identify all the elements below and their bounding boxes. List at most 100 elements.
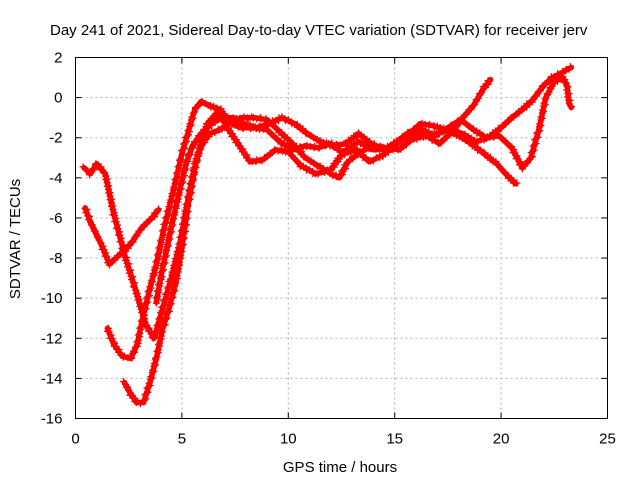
- data-point: [116, 231, 124, 239]
- data-point: [168, 268, 176, 276]
- data-point: [118, 238, 125, 246]
- data-point: [338, 171, 346, 179]
- data-point: [170, 210, 177, 218]
- data-point: [187, 181, 195, 188]
- data-point: [249, 124, 257, 132]
- data-point: [157, 309, 165, 316]
- data-point: [166, 299, 174, 306]
- data-point: [130, 347, 138, 355]
- data-point: [108, 202, 115, 210]
- data-point: [171, 280, 179, 288]
- y-axis-label: SDTVAR / TECUs: [7, 179, 24, 299]
- data-point: [538, 106, 546, 114]
- data-point: [155, 205, 162, 213]
- data-point: [136, 324, 144, 332]
- x-axis-label: GPS time / hours: [283, 459, 397, 476]
- data-point: [537, 113, 545, 121]
- data-point: [107, 331, 115, 339]
- data-point: [103, 182, 111, 190]
- data-point: [104, 324, 112, 332]
- data-point: [147, 373, 155, 381]
- data-point: [132, 399, 140, 406]
- data-point: [125, 260, 133, 268]
- data-point: [134, 331, 142, 339]
- data-point: [452, 127, 459, 135]
- data-point: [357, 140, 365, 148]
- data-point: [127, 353, 135, 361]
- data-point: [244, 114, 251, 122]
- data-point: [256, 114, 264, 122]
- data-point: [99, 242, 107, 250]
- data-point: [166, 275, 174, 283]
- data-point: [128, 276, 135, 284]
- data-point: [168, 220, 175, 227]
- data-point: [536, 120, 543, 128]
- y-tick-label: -14: [41, 370, 63, 387]
- y-tick-label: -12: [41, 330, 63, 347]
- y-tick-label: -8: [49, 250, 62, 267]
- data-point: [168, 292, 176, 300]
- data-point: [196, 144, 203, 152]
- data-point: [147, 276, 155, 284]
- data-point: [123, 253, 131, 261]
- data-point: [418, 119, 426, 127]
- data-point: [540, 99, 548, 107]
- data-point: [126, 269, 133, 277]
- data-point: [536, 86, 544, 94]
- data-point: [184, 158, 192, 165]
- data-point: [174, 260, 182, 268]
- data-point: [165, 233, 173, 241]
- data-point: [110, 211, 118, 219]
- data-point: [430, 123, 438, 131]
- data-point: [173, 169, 181, 177]
- data-point: [311, 142, 319, 150]
- x-tick-label: 10: [280, 431, 297, 448]
- chart-title: Day 241 of 2021, Sidereal Day-to-day VTE…: [50, 22, 588, 39]
- data-point: [545, 89, 553, 96]
- data-point: [190, 164, 198, 172]
- data-point: [112, 218, 120, 226]
- data-point: [168, 190, 176, 198]
- data-point: [152, 294, 160, 302]
- data-point: [153, 287, 161, 295]
- data-point: [262, 120, 270, 128]
- series-track-1: [79, 76, 494, 342]
- data-point: [120, 352, 128, 360]
- data-point: [156, 237, 164, 245]
- data-point: [170, 285, 177, 293]
- data-point: [513, 179, 521, 187]
- data-point: [185, 149, 193, 157]
- data-point: [171, 176, 179, 184]
- data-point: [478, 89, 486, 96]
- data-point: [194, 103, 202, 110]
- data-point: [89, 165, 97, 173]
- data-point: [518, 165, 526, 173]
- plot-series: [79, 63, 575, 407]
- data-point: [155, 315, 163, 323]
- data-point: [342, 165, 350, 173]
- data-point: [149, 366, 157, 374]
- data-point: [444, 125, 452, 133]
- data-point: [153, 347, 161, 355]
- data-point: [105, 189, 113, 197]
- y-tick-label: 0: [54, 90, 62, 107]
- data-point: [137, 317, 145, 325]
- data-point: [479, 133, 487, 141]
- data-point: [486, 77, 494, 84]
- data-point: [163, 240, 171, 248]
- x-tick-label: 5: [178, 431, 186, 448]
- data-point: [183, 156, 191, 164]
- data-point: [122, 256, 129, 264]
- x-tick-label: 25: [599, 431, 616, 448]
- series-track-3: [103, 98, 521, 362]
- y-tick-label: -10: [41, 290, 63, 307]
- data-point: [390, 138, 398, 146]
- data-point: [150, 360, 158, 368]
- data-point: [182, 165, 190, 173]
- data-point: [193, 137, 201, 145]
- data-point: [172, 273, 180, 281]
- data-point: [132, 290, 140, 298]
- data-point: [129, 273, 137, 281]
- data-point: [136, 302, 144, 310]
